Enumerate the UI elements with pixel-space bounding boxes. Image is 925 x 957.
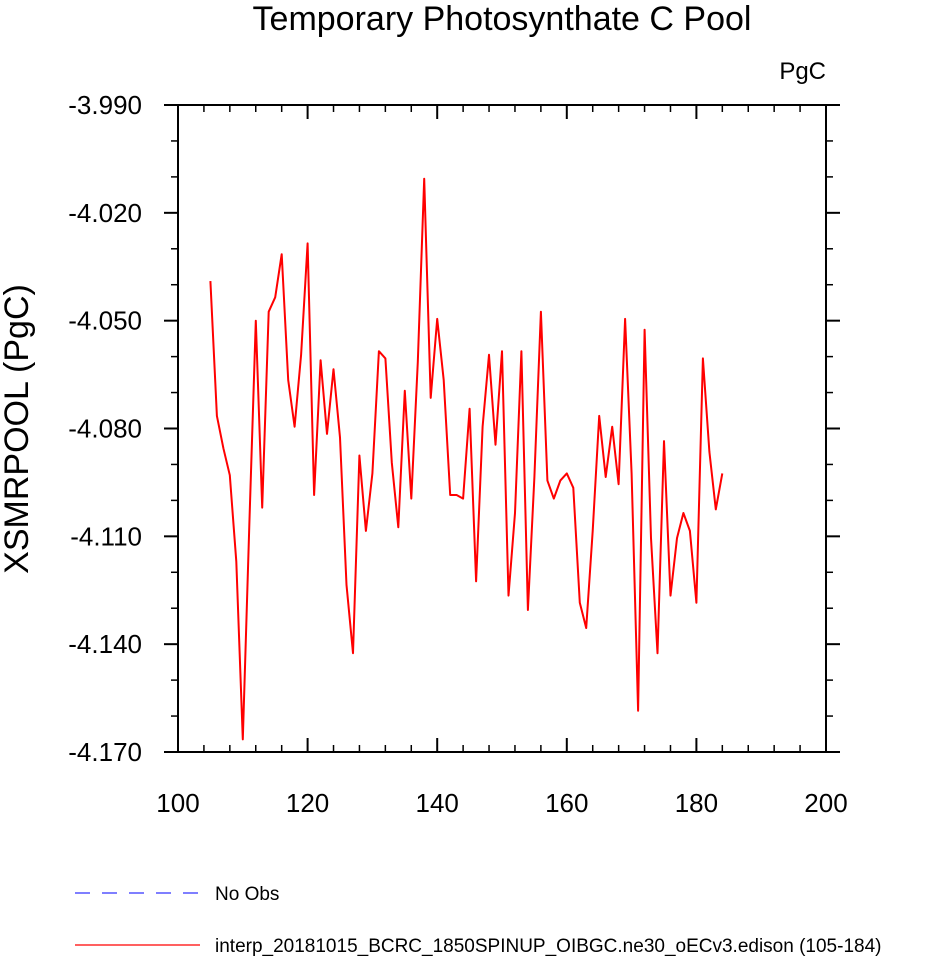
series-line [209,177,724,741]
y-tick-label: -4.080 [68,414,142,444]
y-tick-label: -4.020 [68,198,142,228]
x-tick-label: 200 [804,788,847,818]
legend-label-model: interp_20181015_BCRC_1850SPINUP_OIBGC.ne… [215,936,881,957]
axes: 100 120 140 160 180 200 -3.990 -4.020 -4.050 -4.0… [68,90,847,818]
series-layer [209,177,724,741]
legend-label-no-obs: No Obs [215,884,279,905]
x-tick-label: 120 [286,788,329,818]
y-tick-label: -4.050 [68,306,142,336]
x-tick-label: 180 [675,788,718,818]
legend: No Obs interp_20181015_BCRC_1850SPINUP_O… [75,884,881,957]
y-tick-label: -4.170 [68,737,142,767]
y-tick-label: -3.990 [68,90,142,120]
units-label: PgC [779,58,826,85]
y-tick-label: -4.110 [70,521,142,551]
x-tick-label: 160 [545,788,588,818]
y-tick-label: -4.140 [68,629,142,659]
y-axis-label: XSMRPOOL (PgC) [0,284,36,574]
chart-title: Temporary Photosynthate C Pool [253,0,752,38]
x-tick-label: 100 [156,788,199,818]
plot-frame [177,104,827,753]
x-tick-label: 140 [416,788,459,818]
